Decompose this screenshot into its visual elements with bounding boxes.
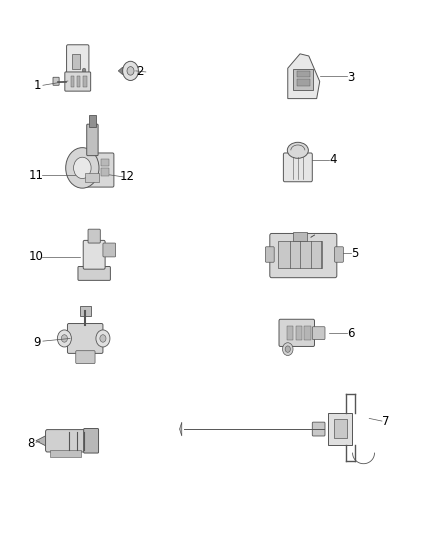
FancyBboxPatch shape xyxy=(71,76,74,87)
FancyBboxPatch shape xyxy=(83,153,114,187)
FancyBboxPatch shape xyxy=(334,419,347,438)
FancyBboxPatch shape xyxy=(293,232,307,241)
Polygon shape xyxy=(288,54,320,99)
Text: 10: 10 xyxy=(28,251,43,263)
FancyBboxPatch shape xyxy=(67,45,89,77)
FancyBboxPatch shape xyxy=(283,153,312,182)
FancyBboxPatch shape xyxy=(279,319,314,346)
FancyBboxPatch shape xyxy=(312,422,325,436)
FancyBboxPatch shape xyxy=(46,430,86,452)
Text: 7: 7 xyxy=(381,415,389,427)
Polygon shape xyxy=(36,435,47,447)
FancyBboxPatch shape xyxy=(103,243,116,257)
FancyBboxPatch shape xyxy=(84,429,99,453)
Circle shape xyxy=(82,68,86,72)
FancyBboxPatch shape xyxy=(50,450,81,457)
FancyBboxPatch shape xyxy=(270,233,337,278)
Ellipse shape xyxy=(287,142,308,158)
FancyBboxPatch shape xyxy=(83,240,105,269)
FancyBboxPatch shape xyxy=(297,71,310,77)
FancyBboxPatch shape xyxy=(72,54,80,69)
Text: 5: 5 xyxy=(351,247,358,260)
FancyBboxPatch shape xyxy=(89,115,96,127)
Polygon shape xyxy=(118,67,123,75)
FancyBboxPatch shape xyxy=(265,247,274,262)
Circle shape xyxy=(123,61,138,80)
FancyBboxPatch shape xyxy=(80,306,91,316)
Circle shape xyxy=(100,335,106,342)
FancyBboxPatch shape xyxy=(335,247,343,262)
FancyBboxPatch shape xyxy=(83,76,87,87)
Text: 4: 4 xyxy=(329,154,337,166)
Text: 1: 1 xyxy=(33,79,41,92)
Text: 11: 11 xyxy=(28,169,43,182)
FancyBboxPatch shape xyxy=(77,76,80,87)
Circle shape xyxy=(127,67,134,75)
Circle shape xyxy=(285,346,290,352)
Text: 6: 6 xyxy=(346,327,354,340)
Circle shape xyxy=(61,335,67,342)
FancyBboxPatch shape xyxy=(65,72,91,91)
FancyBboxPatch shape xyxy=(293,69,313,90)
FancyBboxPatch shape xyxy=(85,173,99,182)
Circle shape xyxy=(57,330,71,347)
FancyBboxPatch shape xyxy=(278,241,322,268)
FancyBboxPatch shape xyxy=(296,326,302,340)
FancyBboxPatch shape xyxy=(53,77,59,85)
FancyBboxPatch shape xyxy=(287,326,293,340)
Circle shape xyxy=(74,157,91,179)
FancyBboxPatch shape xyxy=(101,168,109,176)
Circle shape xyxy=(283,343,293,356)
Text: 2: 2 xyxy=(136,66,144,78)
Text: 3: 3 xyxy=(347,71,354,84)
Text: 9: 9 xyxy=(33,336,41,349)
FancyBboxPatch shape xyxy=(297,79,310,86)
FancyBboxPatch shape xyxy=(328,413,352,445)
FancyBboxPatch shape xyxy=(304,326,311,340)
Text: 12: 12 xyxy=(120,171,134,183)
FancyBboxPatch shape xyxy=(88,229,100,243)
FancyBboxPatch shape xyxy=(87,124,98,156)
FancyBboxPatch shape xyxy=(101,159,109,166)
Polygon shape xyxy=(180,422,182,436)
Circle shape xyxy=(96,330,110,347)
FancyBboxPatch shape xyxy=(67,324,103,353)
Text: 8: 8 xyxy=(27,437,34,450)
Circle shape xyxy=(66,148,99,188)
FancyBboxPatch shape xyxy=(76,351,95,364)
FancyBboxPatch shape xyxy=(78,266,110,280)
FancyBboxPatch shape xyxy=(312,327,325,340)
